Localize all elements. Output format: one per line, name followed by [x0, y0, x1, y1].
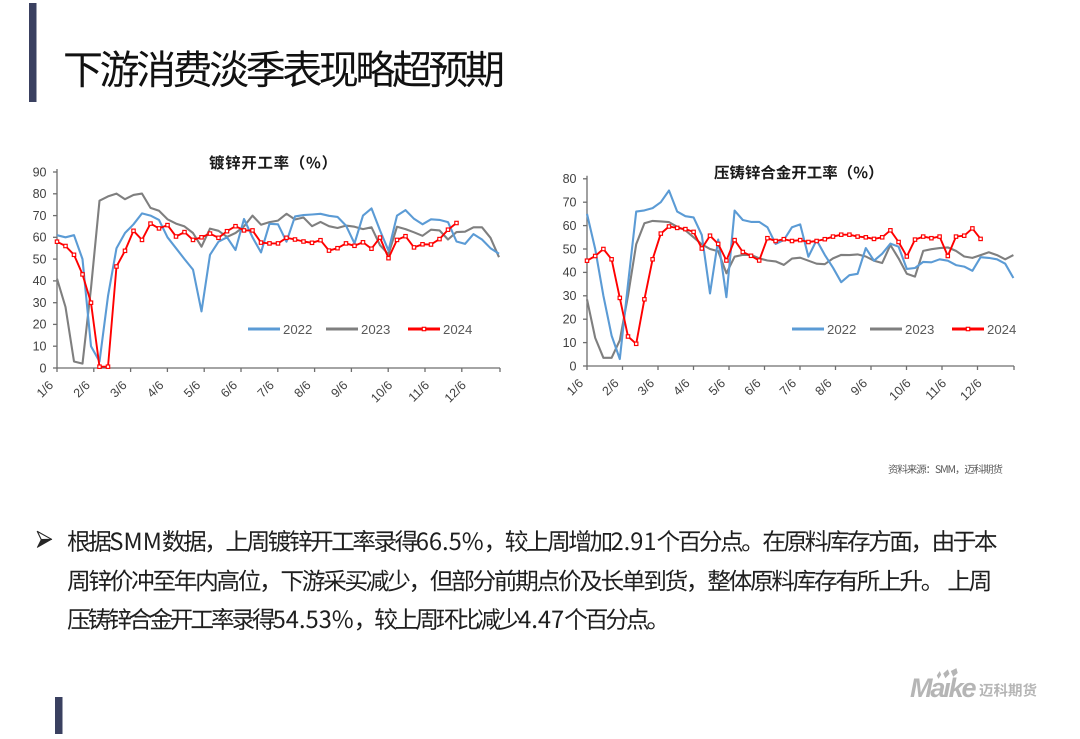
svg-text:30: 30	[563, 289, 577, 303]
svg-text:80: 80	[563, 172, 577, 186]
svg-text:80: 80	[33, 187, 47, 201]
svg-text:20: 20	[563, 313, 577, 327]
svg-text:60: 60	[33, 231, 47, 245]
svg-text:20: 20	[33, 318, 47, 332]
svg-text:70: 70	[563, 196, 577, 210]
svg-text:10: 10	[563, 336, 577, 350]
svg-text:40: 40	[563, 266, 577, 280]
svg-text:60: 60	[563, 219, 577, 233]
svg-text:2023: 2023	[361, 322, 390, 337]
svg-text:2024: 2024	[987, 322, 1016, 337]
svg-text:0: 0	[570, 359, 577, 373]
svg-text:70: 70	[33, 209, 47, 223]
svg-text:40: 40	[33, 274, 47, 288]
svg-text:2022: 2022	[827, 322, 856, 337]
svg-text:50: 50	[563, 242, 577, 256]
svg-text:2023: 2023	[905, 322, 934, 337]
svg-text:10: 10	[33, 340, 47, 354]
svg-text:0: 0	[40, 361, 47, 375]
svg-text:2022: 2022	[283, 322, 312, 337]
svg-text:90: 90	[33, 165, 47, 179]
svg-text:Maıke: Maıke	[910, 673, 976, 703]
svg-text:2024: 2024	[443, 322, 472, 337]
svg-text:50: 50	[33, 252, 47, 266]
svg-text:30: 30	[33, 296, 47, 310]
